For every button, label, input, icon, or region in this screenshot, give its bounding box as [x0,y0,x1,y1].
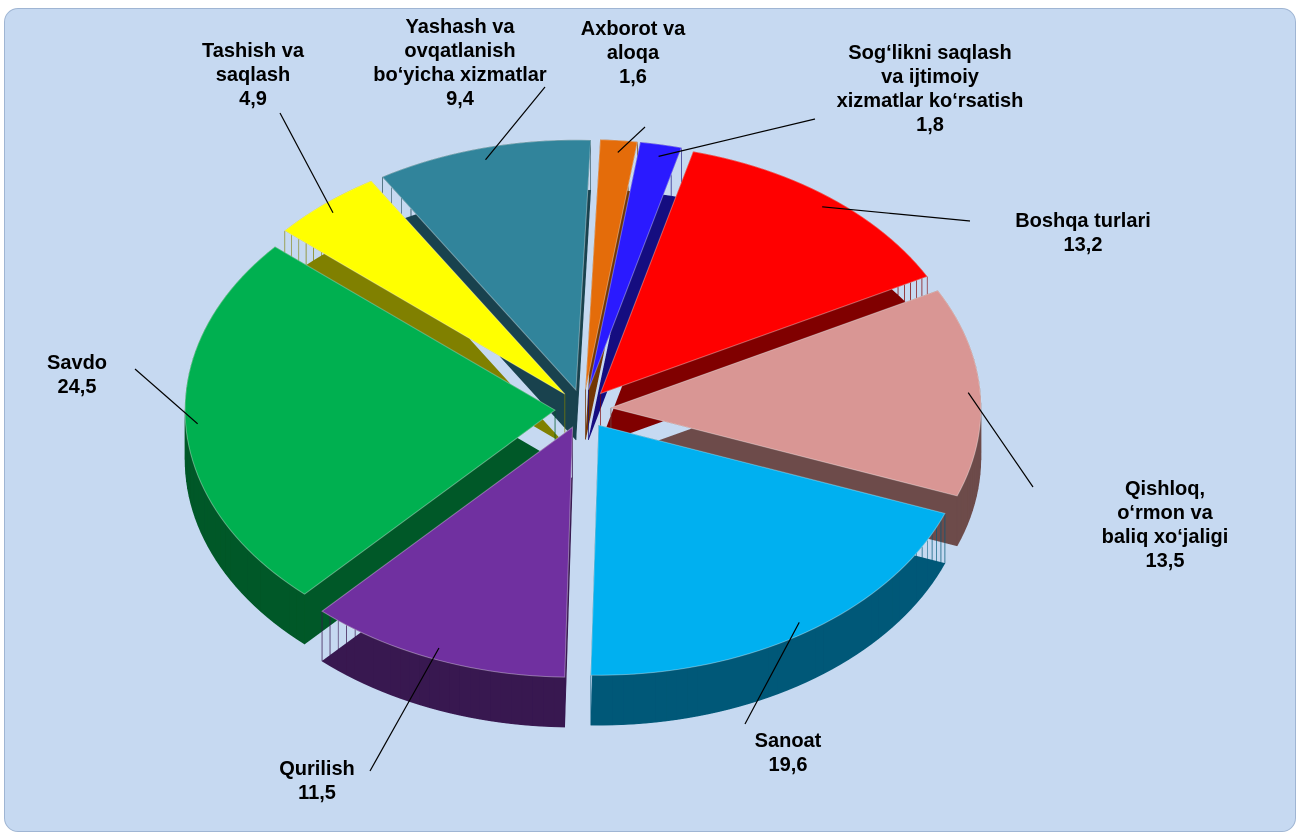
leader-line [617,126,646,153]
slice [599,151,929,395]
value-label: 1,8 [916,114,944,136]
slice [321,426,574,678]
value-label: 4,9 [239,88,267,110]
slice-label: Qurilish 11,5 [279,757,355,805]
value-label: 1,6 [619,66,647,88]
value-label: 13,2 [1063,234,1103,256]
value-label: 9,4 [446,88,474,110]
slice-label: Sog‘likni saqlash va ijtimoiy xizmatlar … [837,41,1024,137]
value-label: 13,5 [1145,550,1185,572]
slice [184,246,556,595]
slice-label: Yashash va ovqatlanish bo‘yicha xizmatla… [373,15,546,111]
leader-line [658,118,816,157]
category-label: Savdo [46,352,108,374]
category-label: Boshqa turlari [1015,210,1151,232]
slice [585,139,638,390]
category-label: Tashish va saqlash [202,40,304,86]
slice-label: Tashish va saqlash 4,9 [202,39,304,111]
value-label: 11,5 [298,782,336,804]
category-label: Qishloq, o‘rmon va baliq xo‘jaligi [1101,478,1229,548]
slice [609,289,982,497]
category-label: Axborot va aloqa [580,18,686,64]
leader-line [369,647,440,772]
leader-line [134,368,199,425]
slice [381,139,592,392]
value-label: 24,5 [57,376,97,398]
leader-line [967,392,1034,488]
pie-plot [134,86,1034,772]
chart: Axborot va aloqa 1,6 Sog‘likni saqlash va … [4,8,1296,832]
leader-line [279,112,334,214]
slice-label: Axborot va aloqa 1,6 [581,17,685,89]
category-label: Sog‘likni saqlash va ijtimoiy xizmatlar … [836,42,1024,112]
slice [283,180,566,395]
slice [590,424,946,676]
category-label: Qurilish [279,758,355,780]
leader-line [485,86,546,161]
slice-label: Savdo 24,5 [47,351,107,399]
leader-line [822,206,971,222]
slice [587,141,683,390]
slice-label: Sanoat 19,6 [755,729,822,777]
category-label: Yashash va ovqatlanish bo‘yicha xizmatla… [373,16,547,86]
leader-line [744,622,800,725]
category-label: Sanoat [754,730,822,752]
slice-label: Boshqa turlari 13,2 [1015,209,1151,257]
value-label: 19,6 [768,754,808,776]
slice-label: Qishloq, o‘rmon va baliq xo‘jaligi 13,5 [1100,477,1230,573]
